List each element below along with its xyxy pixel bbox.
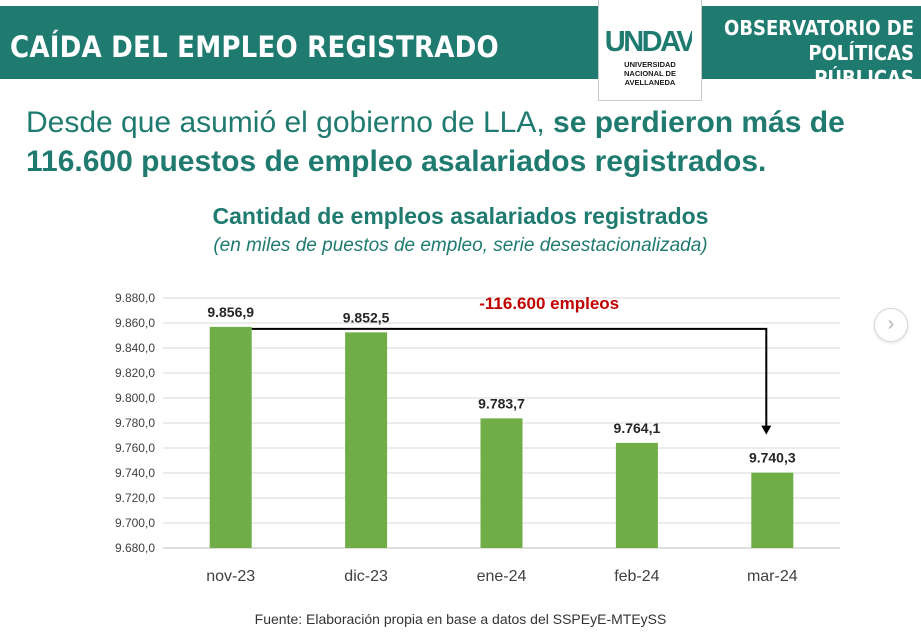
headline-bold: se perdieron más de 116.600 puestos de e… (26, 106, 845, 178)
y-tick-label: 9.680,0 (115, 541, 155, 555)
bar (751, 472, 794, 548)
header-bar: CAÍDA DEL EMPLEO REGISTRADO (0, 6, 921, 79)
y-tick-label: 9.880,0 (115, 291, 155, 305)
undav-logo-wordmark: UNDAV (606, 26, 692, 54)
headline-normal: Desde que asumió el gobierno de LLA, (26, 106, 554, 139)
data-label: 9.764,1 (614, 420, 661, 436)
chart-title: Cantidad de empleos asalariados registra… (212, 203, 709, 229)
headline: Desde que asumió el gobierno de LLA, se … (26, 103, 906, 181)
annotation-label: -116.600 empleos (479, 294, 619, 313)
y-tick-label: 9.860,0 (115, 316, 155, 330)
observatorio-title: OBSERVATORIO DE POLÍTICAS PÚBLICAS (704, 16, 914, 91)
annotation-connector (251, 327, 768, 427)
logo-line-2: NACIONAL DE (624, 69, 676, 78)
y-tick-label: 9.700,0 (115, 516, 155, 530)
x-tick-label: mar-24 (747, 568, 798, 585)
observatorio-line-1: OBSERVATORIO DE (724, 16, 914, 40)
source-note: Fuente: Elaboración propia en base a dat… (254, 611, 667, 627)
logo-text: UNIVERSIDAD NACIONAL DE AVELLANEDA (599, 60, 701, 87)
data-label: 9.740,3 (749, 450, 796, 466)
x-tick-label: ene-24 (477, 568, 527, 585)
arrow-down-icon (761, 425, 772, 435)
x-tick-label: dic-23 (344, 568, 388, 585)
chart-subtitle: (en miles de puestos de empleo, serie de… (213, 235, 708, 256)
undav-logo: UNDAV UNIVERSIDAD NACIONAL DE AVELLANEDA (598, 0, 702, 101)
observatorio-line-2: POLÍTICAS PÚBLICAS (808, 41, 914, 90)
data-label: 9.852,5 (343, 309, 390, 325)
data-label: 9.783,7 (478, 395, 525, 411)
page-title: CAÍDA DEL EMPLEO REGISTRADO (10, 30, 499, 64)
y-tick-label: 9.740,0 (115, 466, 155, 480)
x-tick-label: feb-24 (614, 568, 659, 585)
y-tick-label: 9.780,0 (115, 416, 155, 430)
undav-logo-mark: UNDAV (606, 26, 692, 54)
y-tick-label: 9.840,0 (115, 341, 155, 355)
next-slide-button[interactable]: › (874, 308, 908, 342)
data-label: 9.856,9 (207, 304, 254, 320)
logo-line-1: UNIVERSIDAD (624, 60, 676, 69)
bar (480, 418, 523, 548)
logo-line-3: AVELLANEDA (624, 78, 676, 87)
y-tick-label: 9.800,0 (115, 391, 155, 405)
y-tick-label: 9.820,0 (115, 366, 155, 380)
bar (615, 442, 658, 548)
chevron-right-icon: › (887, 313, 895, 335)
bar (345, 332, 388, 548)
y-tick-label: 9.720,0 (115, 491, 155, 505)
bar (209, 326, 252, 548)
y-tick-label: 9.760,0 (115, 441, 155, 455)
x-tick-label: nov-23 (206, 568, 255, 585)
